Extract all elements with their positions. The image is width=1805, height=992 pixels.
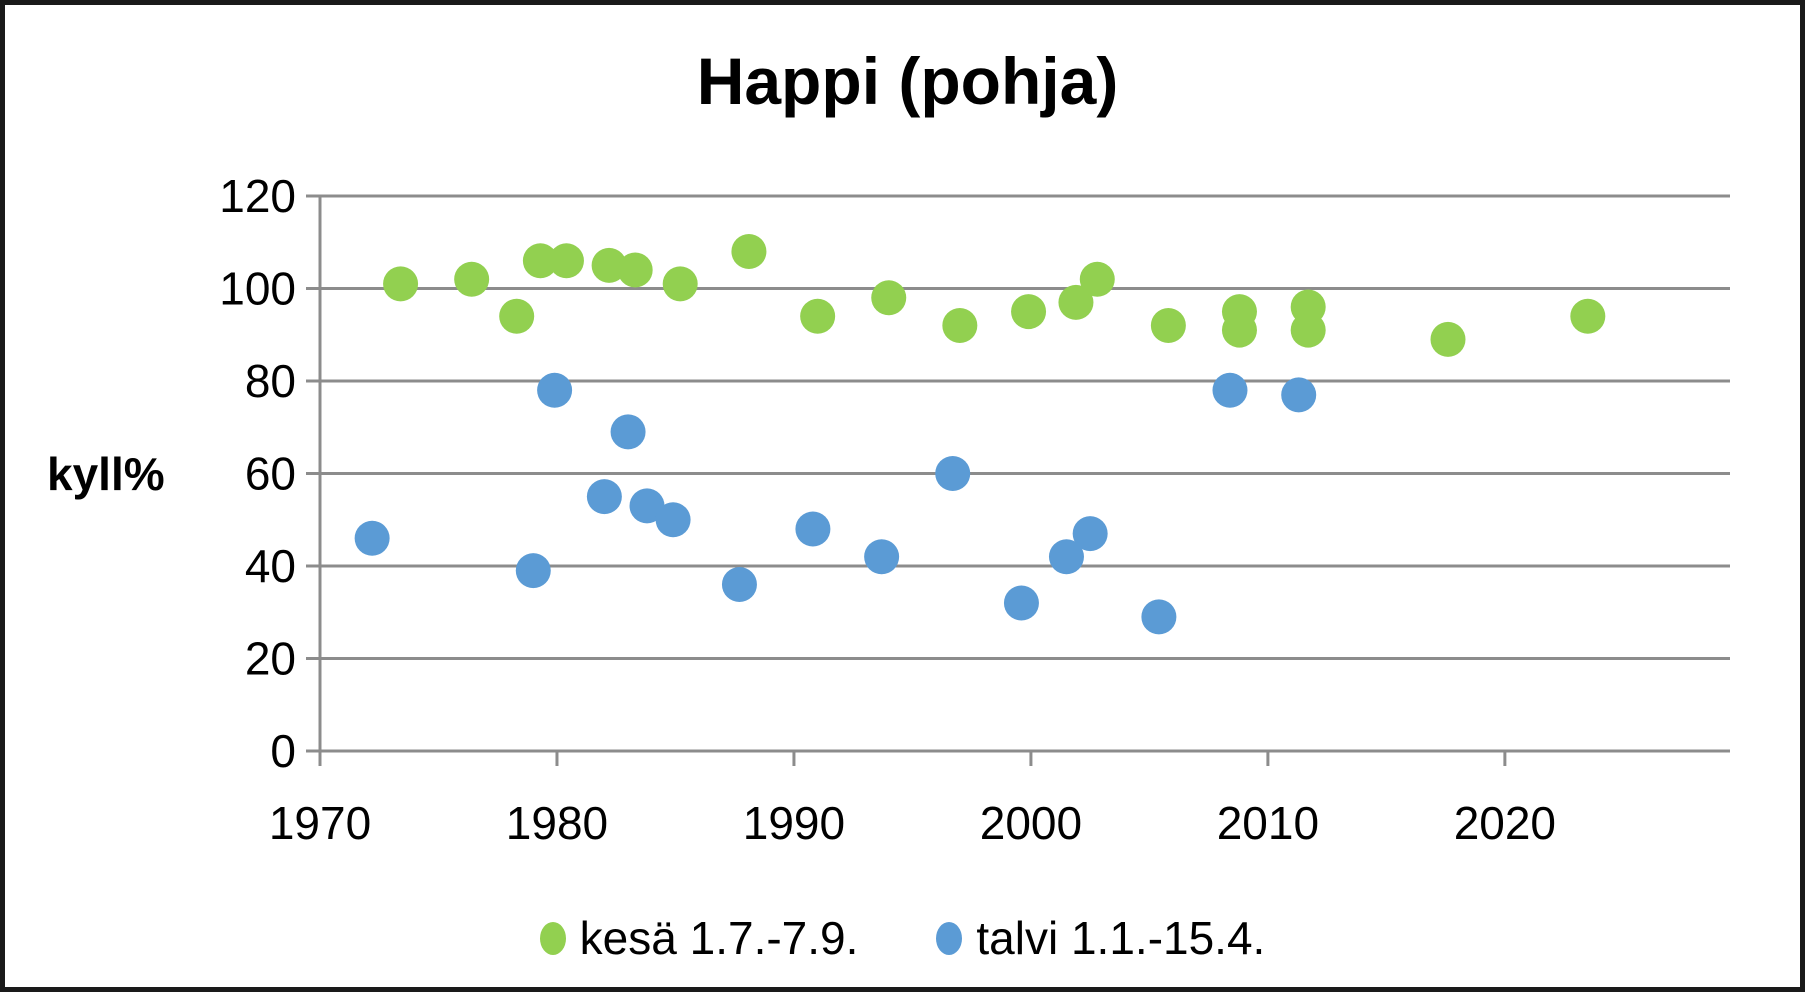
data-point-winter [354,520,390,556]
x-tick-label: 2000 [980,797,1082,849]
data-point-winter [1003,585,1039,621]
legend-marker-winter [936,921,963,955]
data-point-winter [1141,599,1177,635]
data-point-summer [1570,298,1606,334]
data-point-summer [1221,312,1257,348]
y-tick-label: 60 [245,448,296,500]
data-point-summer [1058,284,1094,320]
y-tick-label: 20 [245,633,296,685]
data-point-summer [1011,294,1047,330]
data-point-winter [935,456,971,491]
data-point-summer [662,266,698,302]
data-point-summer [499,298,535,334]
x-tick-label: 1970 [269,797,371,849]
y-tick-label: 120 [219,170,296,222]
data-point-summer [454,261,490,297]
data-point-winter [610,414,646,450]
data-point-winter [537,372,573,408]
x-tick-label: 1980 [506,797,608,849]
x-tick-label: 1990 [743,797,845,849]
y-axis-title: kyll% [47,448,165,500]
data-point-summer [800,298,836,334]
data-point-winter [795,511,831,547]
data-point-winter [1212,372,1248,408]
data-point-winter [1048,539,1084,575]
data-point-summer [731,234,767,269]
data-point-winter [1072,516,1108,552]
data-point-summer [591,247,627,283]
legend: kesä 1.7.-7.9. talvi 1.1.-15.4. [5,911,1800,965]
y-tick-label: 40 [245,540,296,592]
x-tick-label: 2020 [1454,797,1556,849]
y-tick-label: 0 [270,725,296,777]
legend-marker-summer [539,921,566,955]
data-point-summer [1150,308,1186,343]
chart-title: Happi (pohja) [696,44,1119,118]
legend-label-summer: kesä 1.7.-7.9. [579,912,859,964]
y-tick-label: 80 [245,355,296,407]
data-point-summer [383,266,419,302]
data-point-summer [942,308,978,343]
data-point-summer [1430,321,1466,357]
data-point-winter [515,553,551,589]
data-point-winter [655,502,691,538]
data-point-winter [629,488,665,524]
data-point-winter [721,567,757,602]
data-point-summer [871,280,907,316]
data-point-summer [522,243,558,279]
data-point-winter [1281,377,1317,413]
data-point-winter [864,539,900,575]
data-point-summer [548,243,584,279]
data-point-summer [1290,312,1326,348]
data-point-summer [1079,261,1115,297]
data-point-winter [586,479,622,515]
data-point-summer [617,252,653,288]
plot-area: 0 20 40 60 80 100 120 1970 1980 1990 2000 2010 2020 [219,170,1730,849]
x-tick-label: 2010 [1217,797,1319,849]
legend-label-winter: talvi 1.1.-15.4. [976,912,1266,964]
y-tick-label: 100 [219,263,296,315]
